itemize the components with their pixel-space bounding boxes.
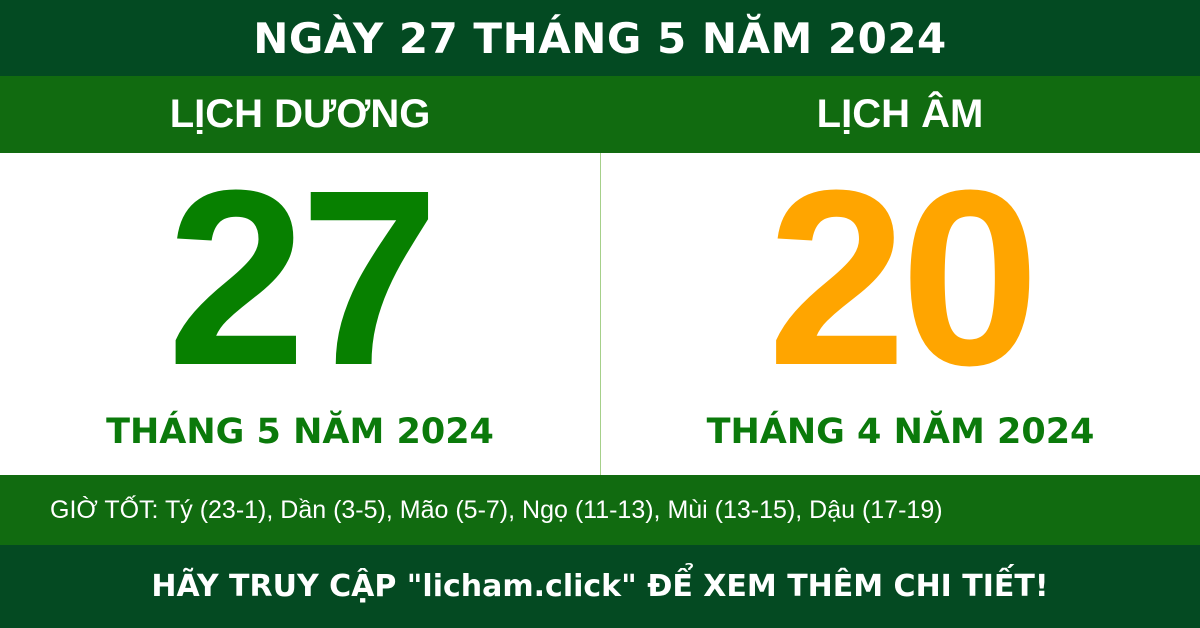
good-hours: GIỜ TỐT: Tý (23-1), Dần (3-5), Mão (5-7)… [0,475,1200,545]
solar-month-year: THÁNG 5 NĂM 2024 [106,412,494,452]
calendar-headers: LỊCH DƯƠNG LỊCH ÂM [0,76,1200,153]
footer-cta: HÃY TRUY CẬP "licham.click" ĐỂ XEM THÊM … [0,545,1200,628]
lunar-calendar-panel: 20 THÁNG 4 NĂM 2024 [600,153,1200,475]
lunar-calendar-label: LỊCH ÂM [816,92,984,136]
solar-calendar-label: LỊCH DƯƠNG [169,92,431,136]
solar-calendar-panel: 27 THÁNG 5 NĂM 2024 [0,153,600,475]
lunar-day: 20 [767,153,1039,417]
page-title: NGÀY 27 THÁNG 5 NĂM 2024 [0,0,1200,76]
solar-day: 27 [166,153,439,417]
lunar-month-year: THÁNG 4 NĂM 2024 [706,412,1095,452]
